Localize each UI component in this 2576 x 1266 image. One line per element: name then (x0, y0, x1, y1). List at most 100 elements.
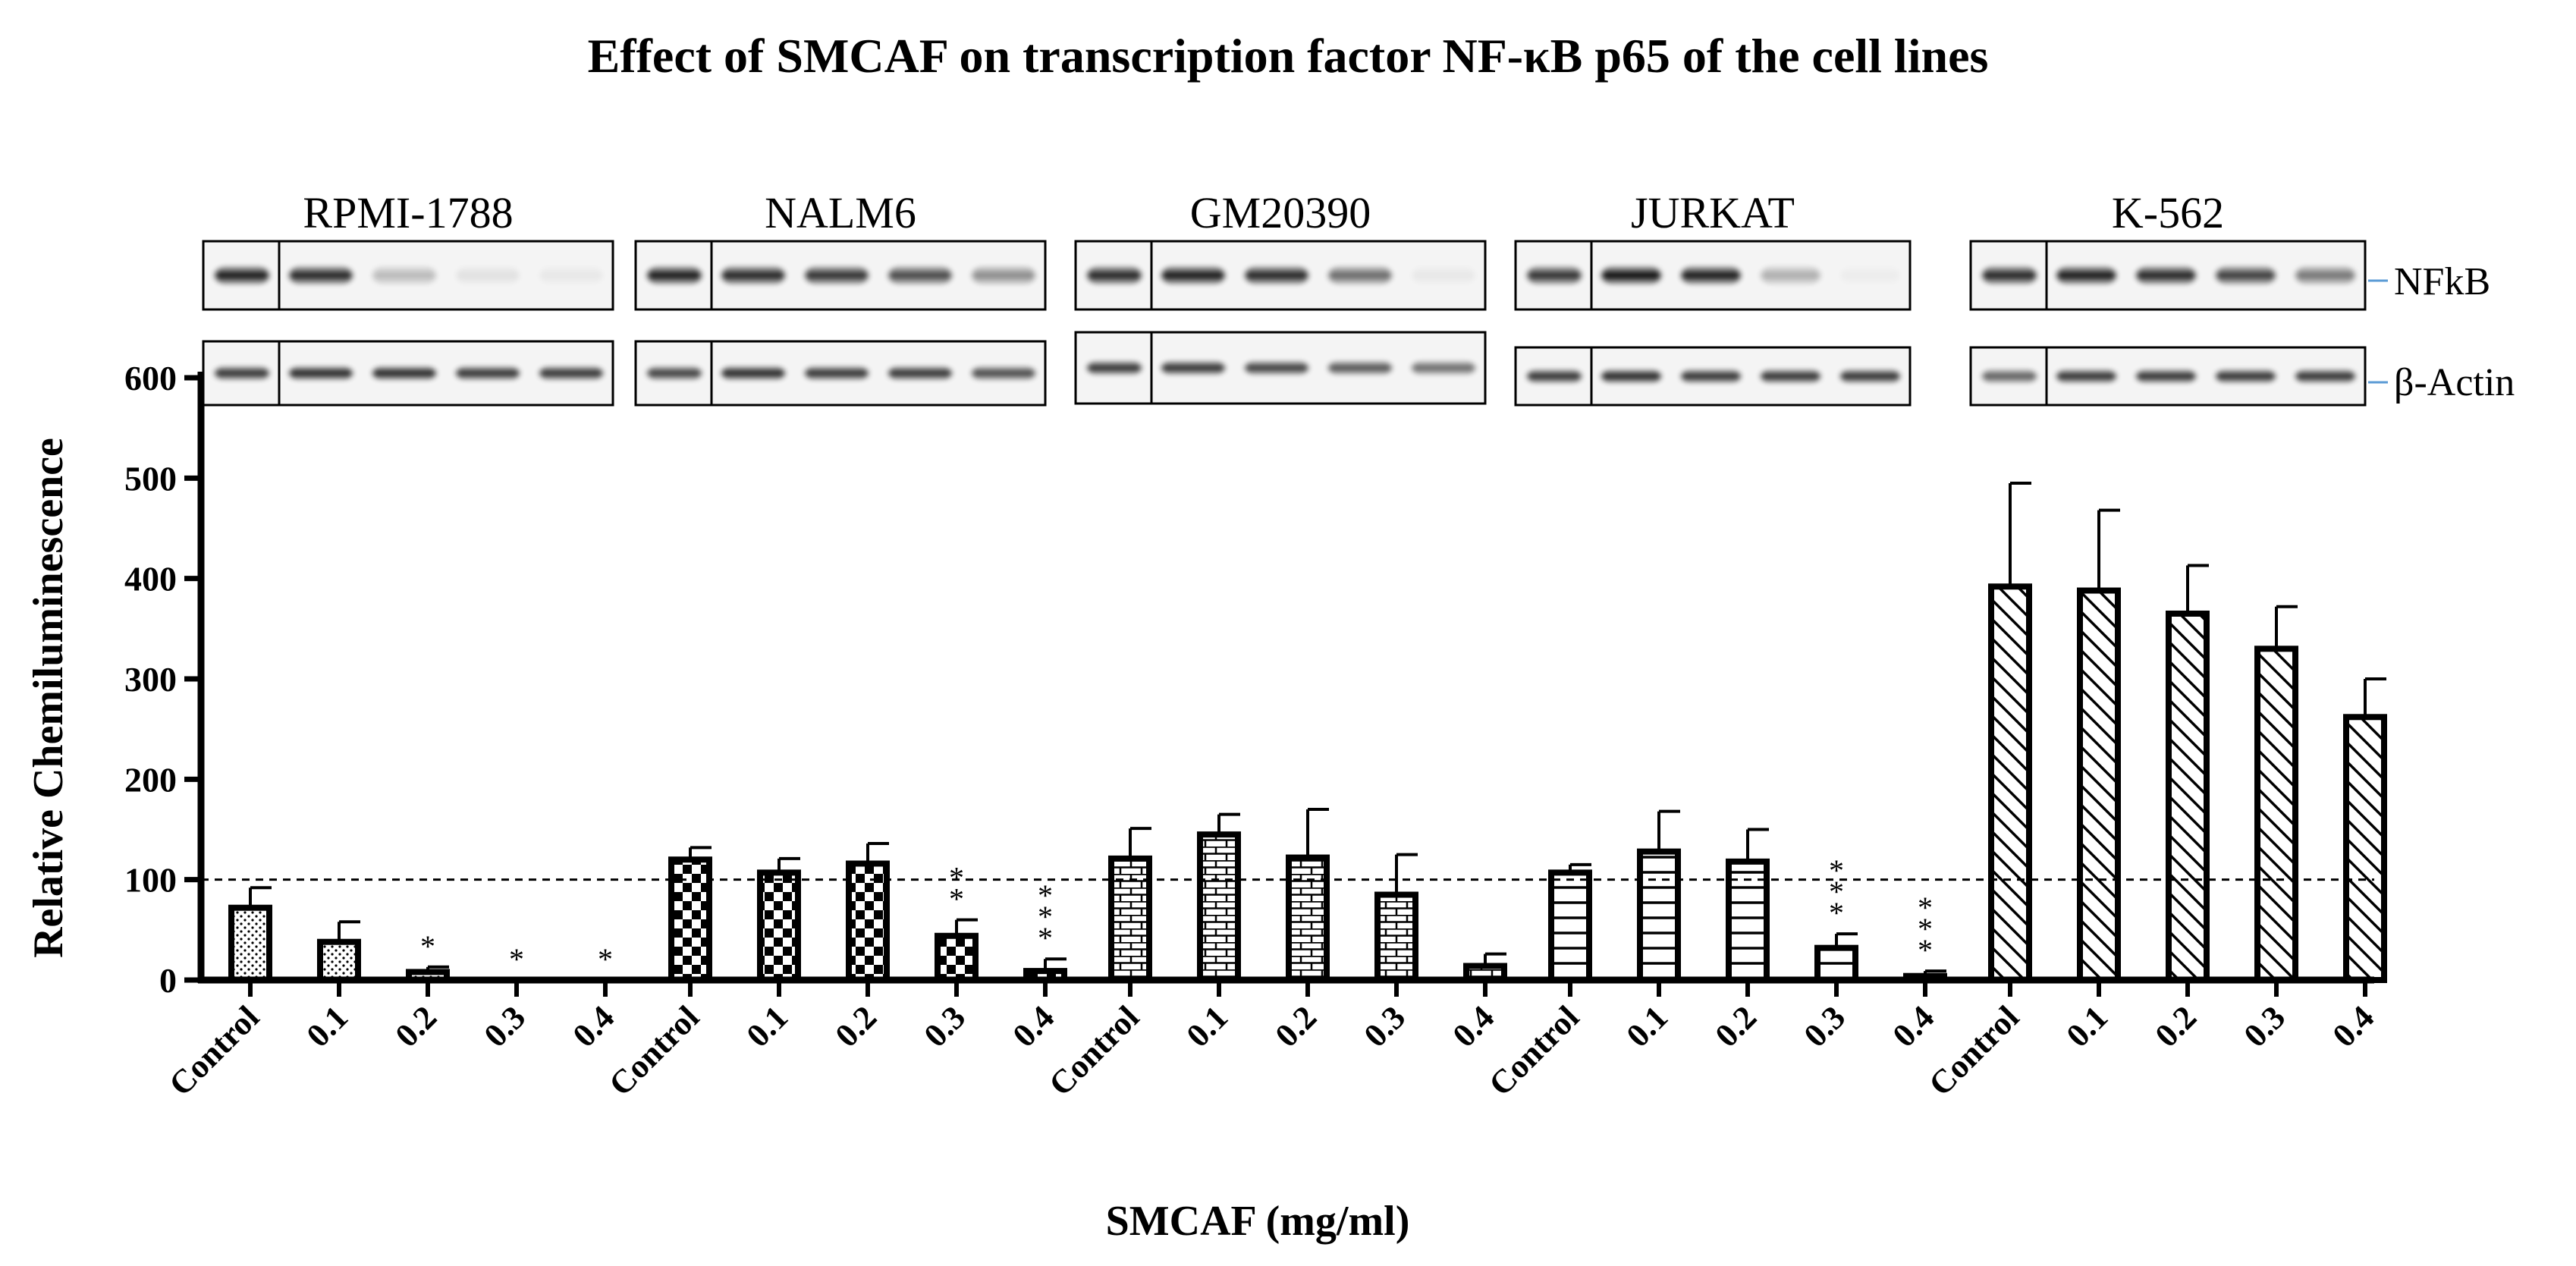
bar-series: * * ************ (228, 481, 2387, 984)
blot-panel-nalm6: NALM6 (634, 188, 1047, 407)
western-blot-panels: RPMI-1788 NALM6 GM20390 JURKAT K-562 (202, 188, 2367, 407)
x-tick-label: 0.1 (740, 998, 796, 1054)
bar-k-562-3 (2254, 646, 2298, 983)
actin-strip-band (1983, 369, 2036, 384)
x-tick-label: 0.3 (477, 998, 533, 1054)
x-tick-label: Control (162, 998, 266, 1103)
x-tick-label: 0.4 (2326, 998, 2382, 1054)
nfkb-strip-band (722, 265, 784, 285)
x-tick-label: 0.4 (1886, 998, 1942, 1054)
nfkb-strip-band (2296, 265, 2355, 285)
nfkb-strip-band (1162, 265, 1224, 285)
x-tick-label: Control (1921, 998, 2026, 1103)
actin-strip-band (373, 366, 435, 381)
significance-mark: * (1918, 891, 1933, 925)
x-tick-label: 0.2 (1268, 998, 1324, 1054)
bar-gm20390-0 (1108, 855, 1152, 984)
blot-panel-k-562: K-562 (1969, 188, 2367, 407)
x-tick-label: Control (1481, 998, 1586, 1103)
actin-strip-band (1682, 369, 1740, 384)
nfkb-strip-band (290, 265, 352, 285)
nfkb-strip-band (972, 265, 1035, 285)
actin-strip-band (1162, 360, 1224, 375)
significance-mark: * (949, 861, 964, 895)
nfkb-strip-band (2216, 265, 2275, 285)
nfkb-strip-band (2057, 265, 2116, 285)
y-tick-label: 100 (124, 861, 177, 900)
actin-strip-band (1088, 360, 1141, 375)
nfkb-strip-band (1983, 265, 2036, 285)
actin-strip-band (2216, 369, 2275, 384)
nfkb-strip-band (457, 265, 519, 285)
actin-strip-band (1761, 369, 1820, 384)
actin-strip-band (290, 366, 352, 381)
nfkb-strip-band (1682, 265, 1740, 285)
significance-mark: * (1038, 878, 1053, 913)
x-tick-label: 0.3 (1357, 998, 1413, 1054)
x-tick-label: 0.2 (388, 998, 445, 1054)
bar-k-562-2 (2166, 610, 2210, 983)
cell-line-label: K-562 (2112, 188, 2224, 237)
y-tick-label: 500 (124, 459, 177, 498)
nfkb-strip-band (806, 265, 868, 285)
series-gm20390 (1108, 808, 1507, 984)
x-tick-label: 0.1 (1619, 998, 1676, 1054)
x-tick-label: 0.2 (828, 998, 884, 1054)
bar-jurkat-0 (1548, 869, 1592, 983)
actin-strip-band (1246, 360, 1308, 375)
significance-mark: * (420, 929, 435, 963)
actin-strip-band (2057, 369, 2116, 384)
series-jurkat: ****** (1548, 809, 1947, 984)
actin-strip-band (2296, 369, 2355, 384)
nfkb-strip-band (648, 265, 701, 285)
blot-panel-jurkat: JURKAT (1514, 188, 1912, 407)
bar-k-562-1 (2077, 587, 2121, 983)
actin-strip-band (648, 366, 701, 381)
nfkb-strip-band (1329, 265, 1391, 285)
nfkb-strip-band (1412, 265, 1475, 285)
nfkb-strip-band (1761, 265, 1820, 285)
nfkb-strip-band (373, 265, 435, 285)
actin-strip-band (1329, 360, 1391, 375)
x-tick-label: 0.3 (2237, 998, 2293, 1054)
actin-strip-band (215, 366, 269, 381)
significance-mark: * (1038, 921, 1053, 955)
significance-mark: * (1829, 896, 1844, 930)
actin-strip-band (1841, 369, 1899, 384)
bar-k-562-0 (1988, 583, 2032, 983)
series-k-562 (1988, 481, 2387, 984)
actin-strip-band (2137, 369, 2195, 384)
actin-strip-band (722, 366, 784, 381)
nfkb-strip-band (540, 265, 602, 285)
significance-mark: * (1829, 875, 1844, 909)
x-tick-label: 0.2 (1708, 998, 1764, 1054)
bar-nalm6-0 (668, 856, 712, 983)
actin-strip-band (889, 366, 951, 381)
significance-mark: * (1918, 912, 1933, 946)
chart-title: Effect of SMCAF on transcription factor … (588, 29, 1989, 83)
blot-panel-rpmi-1788: RPMI-1788 (202, 188, 614, 407)
series-rpmi-1788: * * * (228, 886, 613, 984)
bar-jurkat-1 (1637, 848, 1681, 983)
x-tick-label: Control (1041, 998, 1146, 1103)
x-tick-label: 0.2 (2148, 998, 2204, 1054)
blot-row-label-nfkb: NFkB (2394, 260, 2490, 303)
actin-strip-band (1412, 360, 1475, 375)
bar-gm20390-3 (1374, 891, 1418, 984)
actin-strip-band (1602, 369, 1660, 384)
bar-nalm6-2 (846, 860, 890, 983)
actin-strip-band (457, 366, 519, 381)
nfkb-strip-band (1528, 265, 1581, 285)
x-tick-label: 0.3 (917, 998, 973, 1054)
nfkb-strip-band (1088, 265, 1141, 285)
significance-mark: * (1829, 853, 1844, 887)
nfkb-strip-band (889, 265, 951, 285)
significance-mark: * (949, 882, 964, 916)
cell-line-label: NALM6 (765, 188, 916, 237)
actin-strip-band (1528, 369, 1581, 384)
bar-nalm6-3 (935, 932, 979, 983)
blot-panel-gm20390: GM20390 (1074, 188, 1487, 405)
x-tick-label: 0.4 (1006, 998, 1062, 1054)
actin-strip-band (540, 366, 602, 381)
